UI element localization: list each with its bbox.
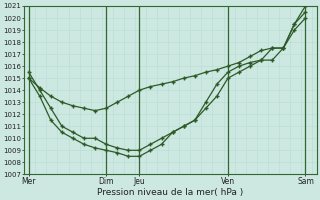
X-axis label: Pression niveau de la mer( hPa ): Pression niveau de la mer( hPa ) [97,188,244,197]
